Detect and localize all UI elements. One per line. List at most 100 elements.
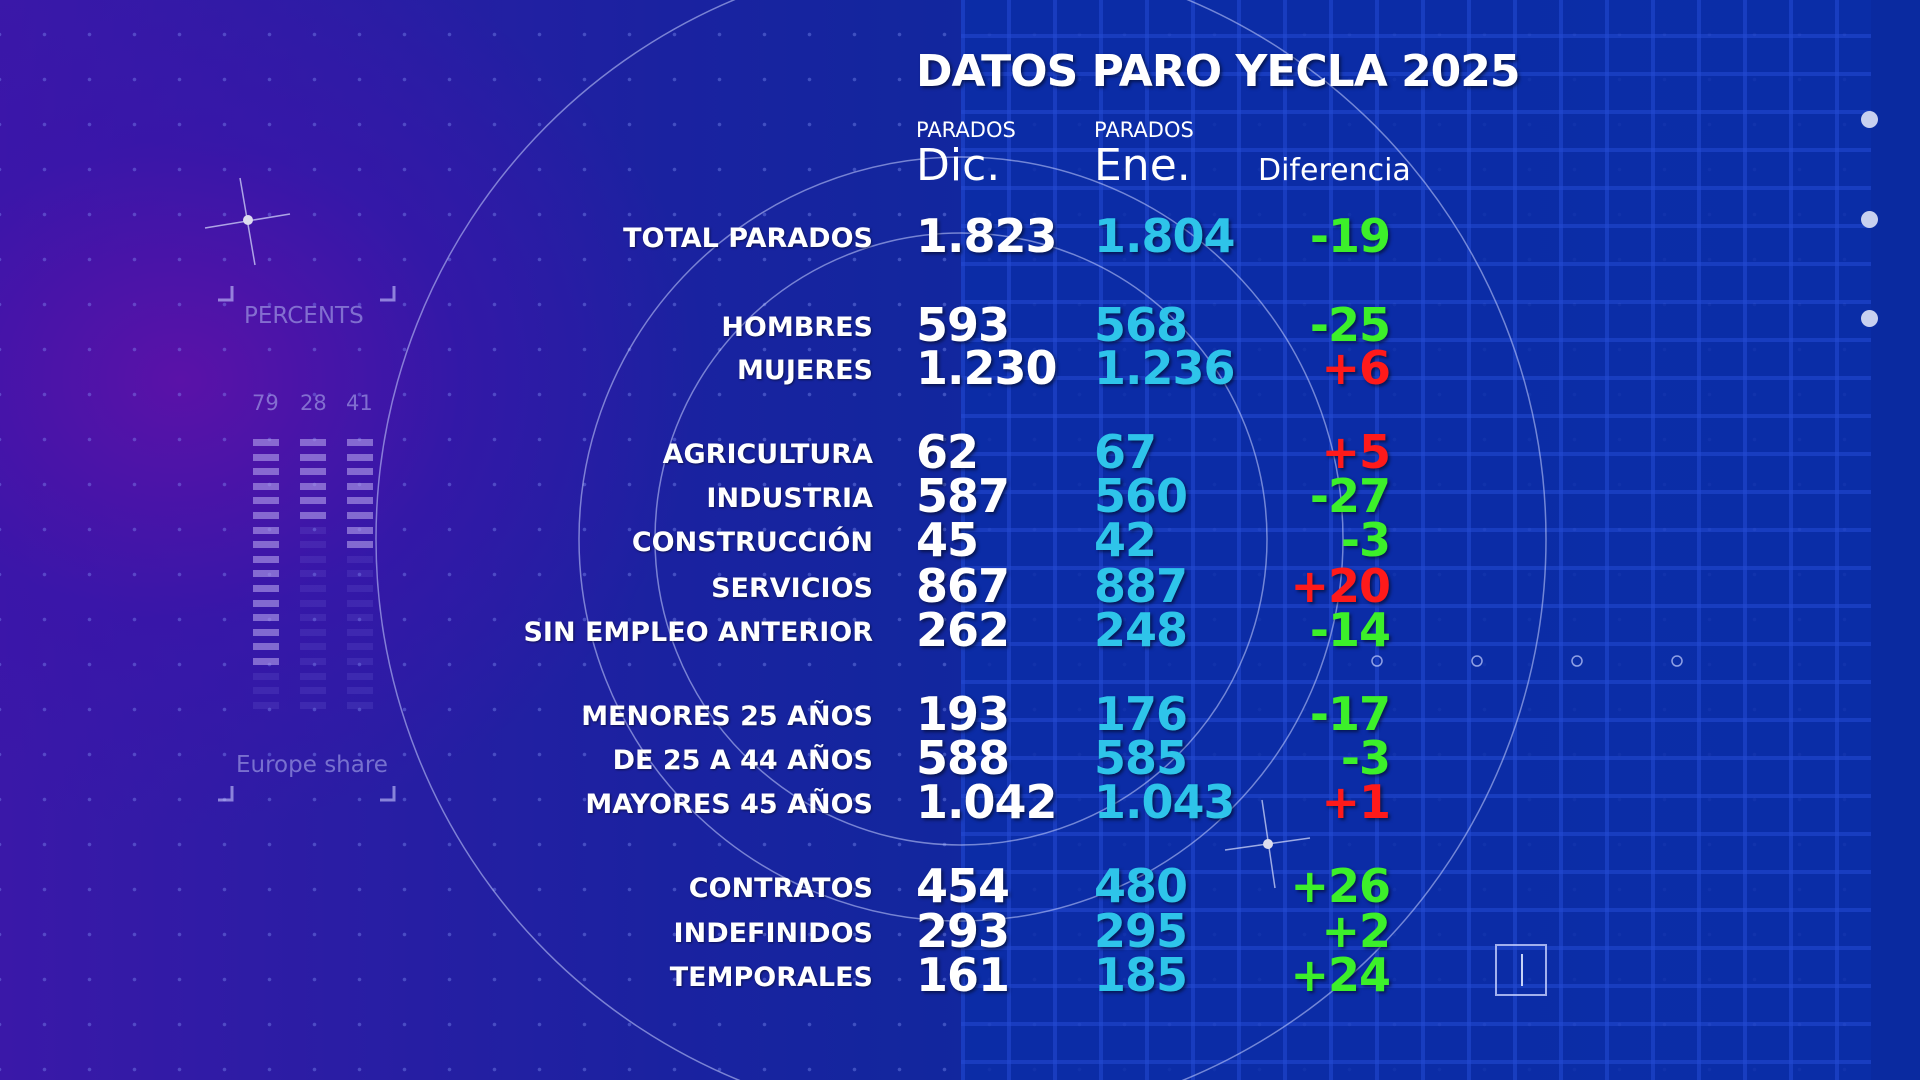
value-dic: 193: [916, 687, 1010, 741]
widget-bar: [253, 439, 279, 446]
widget-value: 28: [300, 391, 327, 415]
widget-bar: [253, 497, 279, 505]
widget-bar: [347, 643, 373, 651]
value-ene: 1.236: [1094, 341, 1236, 395]
nav-dot: [1861, 310, 1878, 327]
widget-bar: [253, 614, 279, 622]
table-row: AGRICULTURA 62 67 +5: [0, 425, 1920, 479]
widget-bar: [300, 599, 326, 607]
widget-bar: [300, 614, 326, 622]
widget-bar: [347, 687, 373, 695]
widget-bar: [253, 468, 279, 476]
value-ene: 887: [1094, 559, 1188, 613]
header-ene-small: PARADOS: [1094, 118, 1194, 142]
widget-bar: [300, 482, 326, 490]
widget-bar: [253, 482, 279, 490]
value-diferencia: -27: [1309, 469, 1391, 523]
row-label: CONSTRUCCIÓN: [631, 527, 873, 558]
value-ene: 560: [1094, 469, 1188, 523]
table-row: INDEFINIDOS 293 295 +2: [0, 904, 1920, 958]
widget-bar: [253, 628, 279, 636]
header-dic-small: PARADOS: [916, 118, 1016, 142]
row-label: CONTRATOS: [688, 873, 873, 904]
widget-bar: [300, 701, 326, 709]
right-edge-band: [1871, 0, 1920, 1080]
header-ene: Ene.: [1094, 140, 1191, 191]
value-ene: 480: [1094, 859, 1188, 913]
table-row: DE 25 A 44 AÑOS 588 585 -3: [0, 731, 1920, 785]
table-row: CONTRATOS 454 480 +26: [0, 859, 1920, 913]
row-label: TEMPORALES: [669, 962, 873, 993]
header-diferencia: Diferencia: [1258, 153, 1411, 188]
widget-bar: [300, 497, 326, 505]
row-label: DE 25 A 44 AÑOS: [612, 745, 873, 776]
table-row: TEMPORALES 161 185 +24: [0, 948, 1920, 1002]
widget-bar: [253, 526, 279, 534]
widget-bar: [347, 672, 373, 680]
value-dic: 588: [916, 731, 1010, 785]
widget-value: 79: [252, 391, 279, 415]
widget-bar: [347, 541, 373, 549]
widget-bar: [347, 497, 373, 505]
widget-bar: [253, 599, 279, 607]
value-diferencia: +24: [1290, 948, 1391, 1002]
value-diferencia: +5: [1321, 425, 1391, 479]
widget-bar: [253, 555, 279, 563]
nav-dot: [1861, 111, 1878, 128]
table-row: CONSTRUCCIÓN 45 42 -3: [0, 513, 1920, 567]
value-diferencia: -3: [1340, 731, 1391, 785]
widget-bar: [347, 585, 373, 592]
background-city-map: [961, 0, 1871, 1080]
row-label: INDUSTRIA: [706, 483, 873, 514]
row-label: MAYORES 45 AÑOS: [585, 789, 873, 820]
widget-bar: [347, 658, 373, 665]
widget-bar: [347, 468, 373, 476]
value-dic: 593: [916, 298, 1010, 352]
widget-bar: [253, 672, 279, 680]
widget-bar: [347, 512, 373, 519]
row-label: INDEFINIDOS: [673, 918, 873, 949]
row-label: AGRICULTURA: [662, 439, 873, 470]
value-ene: 1.043: [1094, 775, 1236, 829]
value-ene: 248: [1094, 603, 1188, 657]
value-diferencia: -25: [1309, 298, 1391, 352]
table-row: MENORES 25 AÑOS 193 176 -17: [0, 687, 1920, 741]
widget-bar: [347, 439, 373, 446]
widget-bar: [300, 468, 326, 476]
widget-bar: [300, 453, 326, 461]
page-title: DATOS PARO YECLA 2025: [916, 46, 1521, 97]
row-label: MUJERES: [737, 355, 873, 386]
row-label: TOTAL PARADOS: [623, 223, 873, 254]
widget-bar: [253, 687, 279, 695]
value-diferencia: +6: [1321, 341, 1391, 395]
value-dic: 1.823: [916, 209, 1058, 263]
widget-bar: [300, 570, 326, 578]
widget-bar: [300, 555, 326, 563]
row-label: MENORES 25 AÑOS: [581, 701, 873, 732]
value-diferencia: +2: [1321, 904, 1391, 958]
widget-title: PERCENTS: [244, 303, 364, 329]
widget-bar: [300, 512, 326, 519]
widget-bar: [300, 672, 326, 680]
table-row: HOMBRES 593 568 -25: [0, 298, 1920, 352]
row-label: HOMBRES: [721, 312, 873, 343]
widget-bar: [347, 701, 373, 709]
value-diferencia: -17: [1309, 687, 1391, 741]
value-diferencia: +26: [1290, 859, 1391, 913]
table-row: TOTAL PARADOS 1.823 1.804 -19: [0, 209, 1920, 263]
value-dic: 262: [916, 603, 1010, 657]
widget-bar: [253, 453, 279, 461]
widget-bar: [300, 526, 326, 534]
widget-bar: [300, 687, 326, 695]
value-diferencia: +1: [1321, 775, 1391, 829]
widget-bar: [347, 526, 373, 534]
value-dic: 62: [916, 425, 979, 479]
widget-bar: [347, 453, 373, 461]
value-dic: 1.230: [916, 341, 1058, 395]
widget-bar: [253, 585, 279, 592]
widget-bar: [253, 643, 279, 651]
table-row: MUJERES 1.230 1.236 +6: [0, 341, 1920, 395]
widget-footer: Europe share: [236, 752, 388, 778]
value-dic: 454: [916, 859, 1010, 913]
